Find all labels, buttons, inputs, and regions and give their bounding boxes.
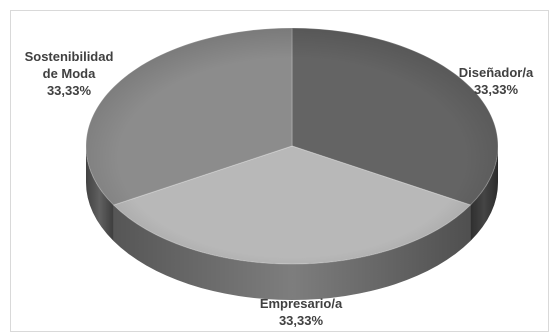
slice-name-1-0: Empresario/a [260,296,343,311]
pie-slice-side-shade-2 [86,146,114,241]
pie-top-shade [86,28,498,264]
slice-percent-2: 33,33% [47,83,92,98]
slice-label-0: Diseñador/a 33,33% [459,65,534,97]
pie-chart: Diseñador/a 33,33%Empresario/a 33,33%Soste… [25,27,534,328]
pie-slice-side-shade-1 [113,205,471,300]
slice-name-2-0: Sostenibilidad [25,49,114,64]
pie-slice-side-shade-0 [470,146,498,241]
slice-label-2: Sostenibilidad de Moda 33,33% [25,49,114,98]
slice-percent-0: 33,33% [474,82,519,97]
slice-name-0-0: Diseñador/a [459,65,534,80]
chart-frame: Diseñador/a 33,33% Empresario/a 33,33% Soste… [10,10,549,332]
slice-name-2-1: de Moda [43,66,96,81]
slice-percent-1: 33,33% [279,313,324,328]
slice-label-1: Empresario/a 33,33% [260,296,343,328]
